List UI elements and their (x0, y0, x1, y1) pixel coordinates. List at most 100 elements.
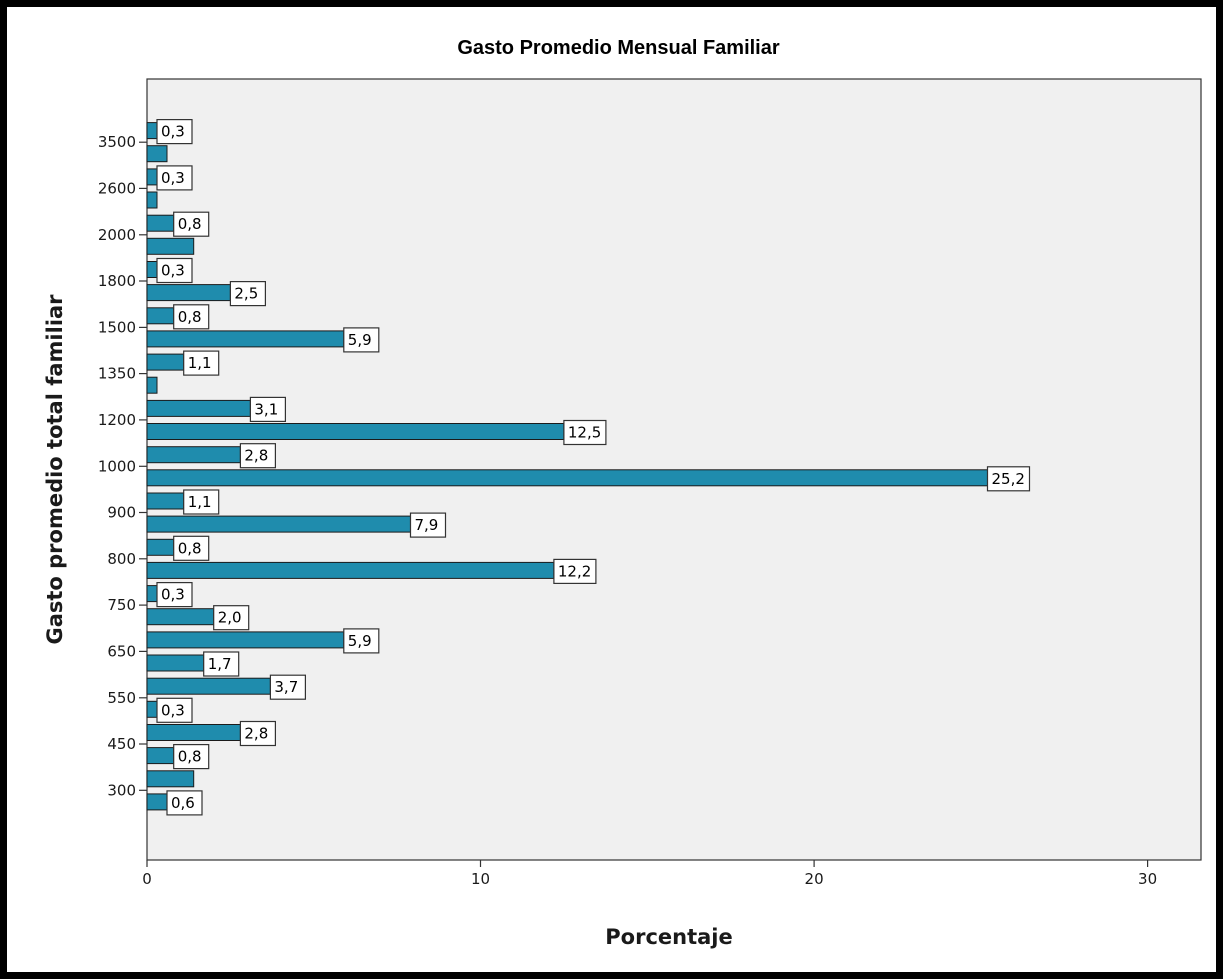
x-tick-label-2: 20 (805, 870, 824, 888)
y-tick-label-5: 1350 (98, 365, 136, 383)
data-label-21: 2,0 (218, 609, 242, 627)
data-label-0: 0,3 (161, 123, 185, 141)
x-tick-label-3: 30 (1138, 870, 1157, 888)
data-label-12: 3,1 (254, 400, 278, 418)
bar-4 (146, 214, 175, 232)
bar-5 (146, 237, 195, 255)
data-label-box-22 (343, 628, 380, 654)
data-label-box-14 (239, 443, 276, 469)
data-label-24: 3,7 (274, 678, 298, 696)
data-label-box-21 (213, 605, 250, 631)
data-label-box-25 (156, 697, 193, 723)
y-tick-label-2: 2000 (98, 226, 136, 244)
data-label-box-23 (203, 651, 240, 677)
y-tick-label-10: 750 (107, 596, 136, 614)
bar-26 (146, 724, 241, 741)
bar-13 (146, 423, 565, 440)
data-label-26: 2,8 (244, 725, 268, 743)
data-label-4: 0,8 (178, 215, 202, 233)
data-label-19: 12,2 (558, 562, 591, 580)
bar-19 (146, 561, 555, 579)
data-label-box-19 (553, 558, 597, 585)
data-label-6: 0,3 (161, 262, 185, 280)
x-tick-label-0: 0 (142, 870, 152, 888)
bar-14 (146, 446, 241, 464)
data-label-10: 1,1 (188, 354, 212, 372)
data-label-box-29 (166, 790, 203, 816)
data-label-17: 7,9 (415, 516, 439, 534)
bar-29 (146, 793, 168, 811)
data-label-box-0 (156, 118, 193, 145)
bar-9 (146, 330, 345, 348)
y-axis-title: Gasto promedio total familiar (43, 294, 67, 645)
y-tick-label-11: 650 (107, 642, 136, 660)
chart-title: Gasto Promedio Mensual Familiar (457, 37, 780, 59)
data-label-box-26 (239, 720, 276, 747)
x-axis-title: Porcentaje (605, 925, 732, 949)
bars (146, 122, 988, 811)
bar-21 (146, 608, 215, 626)
data-label-15: 25,2 (992, 470, 1025, 488)
bar-24 (146, 677, 271, 695)
bar-20 (146, 585, 158, 603)
y-tick-label-13: 450 (107, 735, 136, 753)
bar-22 (146, 631, 345, 649)
bar-15 (146, 469, 988, 487)
bar-16 (146, 492, 185, 510)
data-label-box-27 (173, 743, 210, 770)
y-tick-label-7: 1000 (98, 457, 136, 475)
data-label-box-9 (343, 327, 380, 353)
bar-25 (146, 700, 158, 718)
bar-28 (146, 770, 195, 788)
data-label-8: 0,8 (178, 308, 202, 326)
data-label-20: 0,3 (161, 586, 185, 604)
y-tick-label-8: 900 (107, 504, 136, 522)
y-tick-label-14: 300 (107, 781, 136, 799)
data-label-box-10 (183, 350, 220, 376)
bar-11 (146, 376, 158, 394)
data-label-box-20 (156, 581, 193, 608)
data-label-box-18 (173, 535, 210, 561)
y-tick-label-4: 1500 (98, 318, 136, 336)
bar-7 (146, 284, 231, 302)
bar-6 (146, 261, 158, 278)
data-label-25: 0,3 (161, 701, 185, 719)
data-label-27: 0,8 (178, 748, 202, 766)
data-label-16: 1,1 (188, 493, 212, 511)
data-label-box-2 (156, 165, 193, 191)
y-tick-label-0: 3500 (98, 133, 136, 151)
bar-8 (146, 307, 175, 325)
bar-23 (146, 654, 205, 672)
data-labels: 0,3 0,3 0,8 0,3 2,5 0,8 5,9 1,1 3,1 12,5 2,8 25,2 1,… (156, 118, 1031, 816)
y-tick-label-12: 550 (107, 689, 136, 707)
data-label-box-17 (409, 512, 447, 538)
data-label-7: 2,5 (234, 285, 258, 303)
y-tick-label-9: 800 (107, 550, 136, 568)
bar-3 (146, 191, 158, 209)
data-label-box-6 (156, 257, 193, 284)
data-label-box-7 (229, 281, 266, 307)
data-label-13: 12,5 (568, 424, 601, 442)
bar-27 (146, 747, 175, 765)
data-label-box-4 (173, 211, 210, 237)
data-label-18: 0,8 (178, 539, 202, 557)
bar-2 (146, 168, 158, 186)
data-label-23: 1,7 (208, 655, 232, 673)
bar-0 (146, 122, 158, 140)
y-tick-label-1: 2600 (98, 179, 136, 197)
bar-1 (146, 145, 168, 163)
data-label-box-16 (183, 489, 220, 515)
data-label-box-15 (986, 466, 1031, 492)
data-label-box-12 (249, 396, 286, 422)
y-tick-label-6: 1200 (98, 411, 136, 429)
data-label-box-24 (269, 674, 306, 700)
y-tick-label-3: 1800 (98, 272, 136, 290)
data-label-22: 5,9 (348, 632, 372, 650)
bar-12 (146, 399, 251, 417)
data-label-9: 5,9 (348, 331, 372, 349)
data-label-29: 0,6 (171, 794, 195, 812)
bar-18 (146, 538, 175, 556)
data-label-2: 0,3 (161, 169, 185, 187)
data-label-box-8 (173, 304, 210, 330)
